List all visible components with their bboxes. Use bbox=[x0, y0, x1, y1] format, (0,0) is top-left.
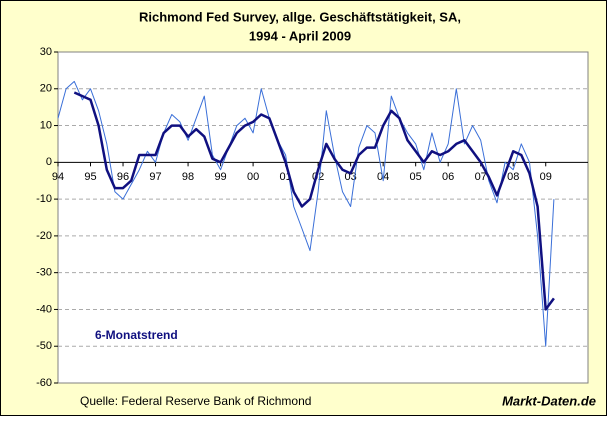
y-tick-label: 0 bbox=[46, 156, 52, 168]
x-tick-label: 09 bbox=[540, 171, 552, 183]
x-tick-label: 05 bbox=[410, 171, 422, 183]
series-line bbox=[73, 91, 555, 311]
x-tick-label: 94 bbox=[52, 171, 64, 183]
y-tick-label: -60 bbox=[36, 377, 52, 389]
series-line bbox=[57, 80, 555, 347]
legend-label: 6-Monatstrend bbox=[95, 328, 178, 342]
x-tick-label: 00 bbox=[247, 171, 259, 183]
credit: Markt-Daten.de bbox=[502, 393, 596, 408]
x-tick-label: 08 bbox=[507, 171, 519, 183]
y-tick-label: -30 bbox=[36, 267, 52, 279]
x-tick-label: 95 bbox=[84, 171, 96, 183]
x-tick-label: 96 bbox=[117, 171, 129, 183]
x-tick-label: 97 bbox=[149, 171, 161, 183]
source: Quelle: Federal Reserve Bank of Richmond bbox=[80, 394, 311, 408]
x-tick-label: 99 bbox=[214, 171, 226, 183]
chart-title: Richmond Fed Survey, allge. Geschäftstät… bbox=[139, 9, 461, 24]
y-tick-label: -20 bbox=[36, 230, 52, 242]
x-tick-label: 06 bbox=[442, 171, 454, 183]
x-tick-label: 07 bbox=[475, 171, 487, 183]
y-tick-label: -10 bbox=[36, 193, 52, 205]
x-tick-label: 03 bbox=[345, 171, 357, 183]
y-tick-label: -40 bbox=[36, 303, 52, 315]
y-tick-label: 30 bbox=[40, 46, 52, 58]
y-tick-label: 10 bbox=[40, 119, 52, 131]
y-tick-label: 20 bbox=[40, 83, 52, 95]
plot-area bbox=[57, 51, 589, 384]
x-tick-label: 98 bbox=[182, 171, 194, 183]
y-tick-label: -50 bbox=[36, 340, 52, 352]
chart-subtitle: 1994 - April 2009 bbox=[249, 28, 351, 43]
